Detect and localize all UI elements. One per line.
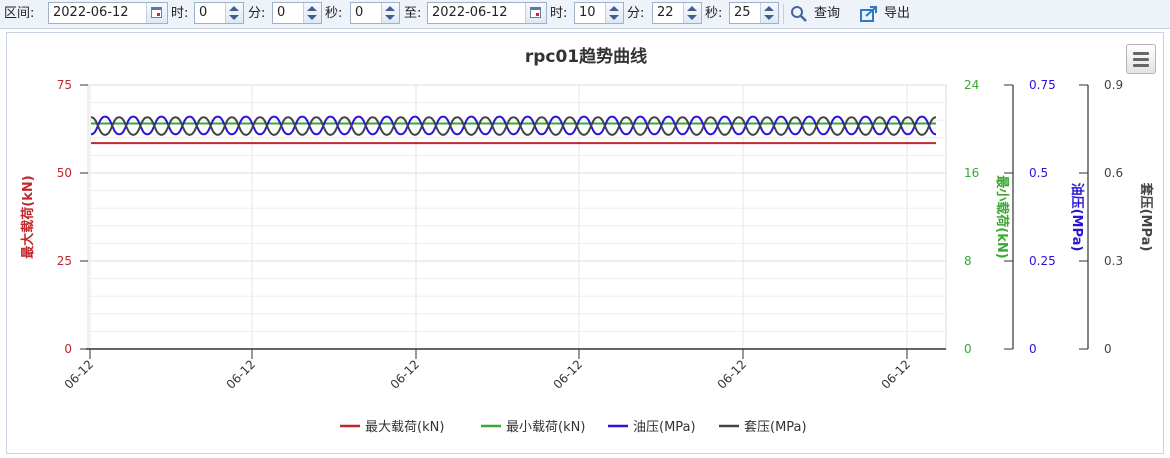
legend-item[interactable]: 套压(MPa) (744, 419, 807, 435)
start-hour-value: 0 (199, 5, 208, 20)
x-tick-label: 06-12 (224, 357, 259, 392)
arrow-up-icon[interactable] (764, 6, 774, 11)
y-tick-label: 16 (964, 166, 979, 180)
arrow-up-icon[interactable] (307, 6, 317, 11)
end-minute-stepper[interactable]: 22 (652, 2, 702, 24)
arrow-up-icon[interactable] (385, 6, 395, 11)
y-tick-label: 0 (1029, 342, 1037, 356)
arrow-up-icon[interactable] (229, 6, 239, 11)
y-tick-label: 75 (57, 78, 72, 92)
start-date-field[interactable]: 2022-06-12 (48, 2, 168, 24)
y-tick-label: 0 (1104, 342, 1112, 356)
x-tick-label: 06-12 (388, 357, 423, 392)
end-second-label: 秒: (705, 6, 723, 21)
query-button[interactable]: 查询 (790, 3, 850, 25)
end-hour-label: 时: (550, 6, 568, 21)
y-tick-label: 0.9 (1104, 78, 1123, 92)
to-label: 至: (404, 6, 422, 21)
end-date-value: 2022-06-12 (432, 5, 508, 20)
export-icon (860, 6, 877, 22)
end-date-field[interactable]: 2022-06-12 (427, 2, 547, 24)
y-tick-label: 0 (964, 342, 972, 356)
arrow-down-icon[interactable] (687, 15, 697, 20)
range-label: 区间: (4, 6, 35, 21)
legend-item[interactable]: 油压(MPa) (633, 420, 696, 435)
query-label: 查询 (814, 6, 841, 21)
toolbar: 区间: 2022-06-12 时: 0 分: 0 秒: 0 至: 2022-06… (0, 0, 1170, 29)
legend: 最大载荷(kN) 最小载荷(kN) 油压(MPa) 套压(MPa) (340, 419, 807, 435)
series-line-2 (90, 115, 937, 136)
legend-item[interactable]: 最大载荷(kN) (365, 420, 444, 435)
series (90, 115, 937, 145)
search-icon (791, 6, 807, 22)
end-calendar-button[interactable] (525, 3, 546, 23)
start-minute-value: 0 (277, 5, 286, 20)
arrow-down-icon[interactable] (609, 15, 619, 20)
start-second-stepper[interactable]: 0 (350, 2, 400, 24)
toolbar-separator (783, 4, 784, 24)
start-date-value: 2022-06-12 (53, 5, 129, 20)
x-tick-label: 06-12 (62, 357, 97, 392)
start-second-value: 0 (355, 5, 364, 20)
start-calendar-button[interactable] (146, 3, 167, 23)
y-axis-title: 油压(MPa) (1069, 183, 1085, 252)
legend-item[interactable]: 最小载荷(kN) (506, 420, 585, 435)
start-hour-label: 时: (171, 6, 189, 21)
y-tick-label: 0.75 (1029, 78, 1056, 92)
x-tick-label: 06-12 (551, 357, 586, 392)
arrow-up-icon[interactable] (687, 6, 697, 11)
start-minute-stepper[interactable]: 0 (272, 2, 322, 24)
y-tick-label: 24 (964, 78, 979, 92)
y-axis-title: 套压(MPa) (1138, 182, 1154, 252)
y-tick-label: 0.6 (1104, 166, 1123, 180)
arrow-down-icon[interactable] (229, 15, 239, 20)
arrow-down-icon[interactable] (764, 15, 774, 20)
y-tick-label: 0.3 (1104, 254, 1123, 268)
end-minute-label: 分: (627, 6, 645, 21)
y-tick-label: 0.5 (1029, 166, 1048, 180)
calendar-icon (530, 7, 541, 18)
y-tick-label: 8 (964, 254, 972, 268)
export-button[interactable]: 导出 (860, 3, 920, 25)
export-label: 导出 (884, 6, 911, 21)
y-axis-title: 最大载荷(kN) (20, 175, 36, 258)
arrow-down-icon[interactable] (385, 15, 395, 20)
arrow-down-icon[interactable] (307, 15, 317, 20)
y-tick-label: 50 (57, 166, 72, 180)
x-tick-label: 06-12 (715, 357, 750, 392)
start-minute-label: 分: (248, 6, 266, 21)
end-minute-value: 22 (657, 5, 674, 20)
calendar-icon (151, 7, 162, 18)
series-line-3 (90, 116, 937, 136)
end-hour-value: 10 (579, 5, 596, 20)
chart-title: rpc01趋势曲线 (525, 46, 647, 67)
y-tick-label: 0 (64, 342, 72, 356)
end-hour-stepper[interactable]: 10 (574, 2, 624, 24)
start-hour-stepper[interactable]: 0 (194, 2, 244, 24)
y-axis-title: 最小载荷(kN) (994, 175, 1010, 258)
x-tick-label: 06-12 (879, 357, 914, 392)
y-tick-label: 25 (57, 254, 72, 268)
start-second-label: 秒: (325, 6, 343, 21)
end-second-stepper[interactable]: 25 (729, 2, 779, 24)
y-tick-label: 0.25 (1029, 254, 1056, 268)
end-second-value: 25 (734, 5, 751, 20)
arrow-up-icon[interactable] (609, 6, 619, 11)
chart-menu-button[interactable] (1126, 44, 1156, 74)
